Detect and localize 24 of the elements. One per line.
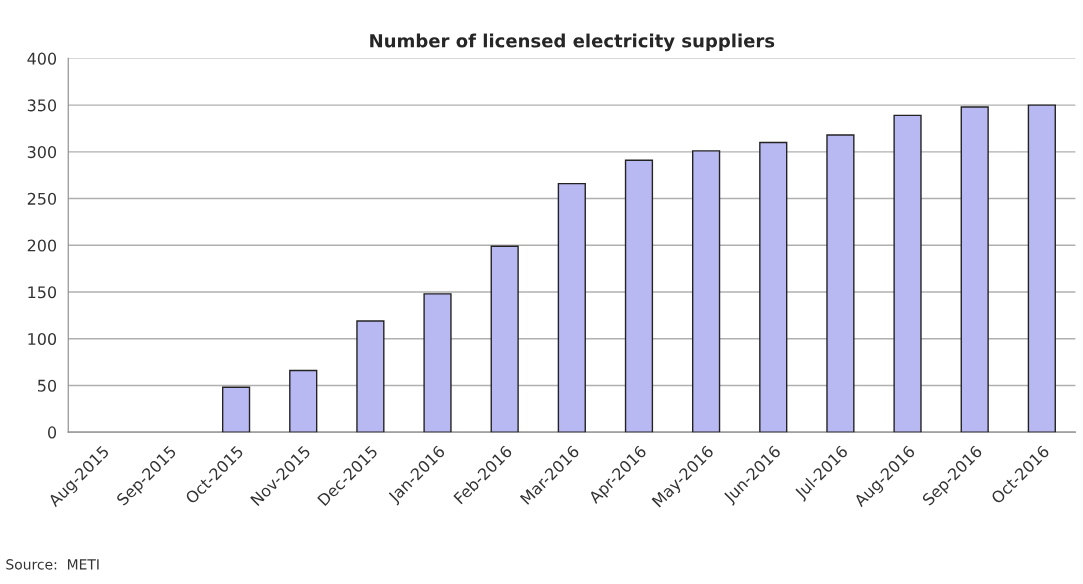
- y-tick-label: 250: [27, 192, 57, 205]
- bar: [893, 114, 922, 433]
- bar: [826, 134, 855, 433]
- bar: [423, 293, 452, 433]
- y-tick-label: 50: [38, 379, 57, 392]
- bar: [691, 150, 721, 433]
- bar: [490, 245, 519, 433]
- y-tick-label: 200: [27, 239, 57, 252]
- bar: [759, 141, 788, 433]
- y-tick-label: 350: [27, 99, 57, 112]
- y-tick-label: 150: [28, 286, 57, 299]
- bar: [289, 369, 318, 433]
- y-tick-label: 400: [27, 52, 57, 65]
- y-tick-label: 300: [27, 146, 57, 159]
- bar: [356, 320, 385, 433]
- bar: [221, 386, 251, 433]
- bar: [624, 159, 654, 433]
- y-tick-label: 100: [28, 332, 57, 346]
- bar: [960, 106, 989, 433]
- source-note: Source: METI: [6, 559, 99, 570]
- y-tick-label: 0: [48, 426, 57, 439]
- bar: [1027, 104, 1056, 433]
- chart-title: Number of licensed electricity suppliers: [370, 33, 775, 52]
- bar: [557, 182, 586, 433]
